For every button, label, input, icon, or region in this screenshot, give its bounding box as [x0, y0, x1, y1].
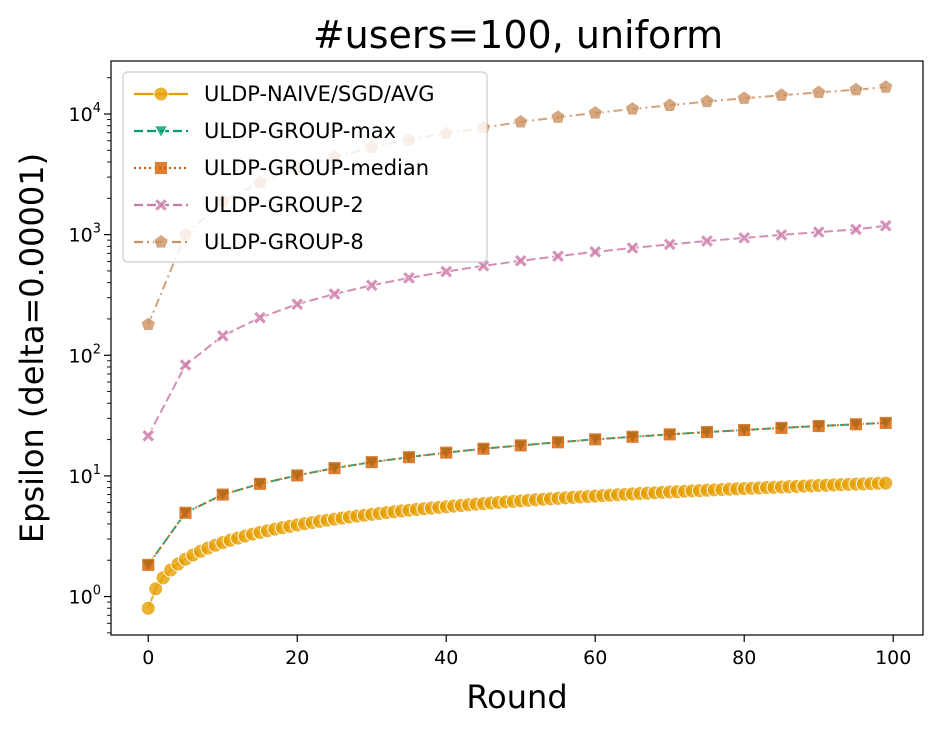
data-point — [878, 415, 893, 430]
legend-box — [122, 71, 488, 263]
data-point — [699, 93, 715, 108]
data-point — [848, 222, 864, 237]
data-point — [736, 90, 752, 105]
data-point — [811, 84, 827, 99]
x-tick-label: 20 — [285, 647, 309, 669]
x-tick-label: 100 — [875, 647, 911, 669]
data-point — [513, 113, 529, 129]
legend-marker — [153, 125, 169, 139]
data-point — [774, 227, 789, 243]
chart-title: #users=100, uniform — [313, 13, 723, 57]
y-tick-label: 102 — [69, 342, 101, 367]
data-point — [402, 450, 416, 465]
data-point — [625, 429, 640, 444]
legend-label: ULDP-GROUP-8 — [204, 230, 364, 254]
y-axis: 100 101 102 103 104 — [69, 77, 111, 634]
series-line — [147, 421, 886, 566]
legend-label: ULDP-GROUP-median — [204, 156, 429, 180]
legend-item: ULDP-GROUP-median — [134, 156, 429, 180]
x-tick-label: 40 — [434, 647, 458, 669]
data-point — [625, 240, 640, 256]
data-point — [848, 81, 864, 97]
legend-label: ULDP-GROUP-2 — [204, 193, 364, 217]
data-point — [587, 104, 603, 120]
data-point — [439, 445, 454, 460]
data-point — [290, 468, 305, 483]
legend-marker — [153, 233, 169, 249]
data-point — [699, 233, 715, 249]
legend-item: ULDP-GROUP-8 — [134, 230, 364, 254]
y-tick-label: 103 — [69, 222, 101, 247]
data-point — [811, 419, 826, 434]
legend-item: ULDP-GROUP-2 — [134, 193, 364, 217]
data-point — [737, 423, 752, 437]
y-tick-label: 104 — [69, 101, 101, 126]
series-layer — [140, 79, 894, 616]
data-point — [774, 420, 789, 435]
y-tick-label: 100 — [69, 584, 101, 609]
legend-item: ULDP-NAIVE/SGD/AVG — [134, 82, 435, 106]
series-1 — [140, 475, 894, 616]
data-point — [290, 297, 305, 312]
data-point — [215, 328, 230, 343]
legend-marker — [153, 197, 169, 213]
data-point — [215, 487, 230, 502]
data-point — [737, 230, 752, 246]
data-point — [624, 100, 641, 116]
legend-item: ULDP-GROUP-max — [134, 119, 396, 143]
data-point — [141, 557, 156, 572]
data-point — [811, 224, 826, 240]
legend-label: ULDP-NAIVE/SGD/AVG — [204, 82, 435, 106]
data-point — [588, 432, 603, 447]
plot-frame — [110, 60, 924, 636]
data-point — [513, 438, 528, 453]
legend: ULDP-NAIVE/SGD/AVG ULDP-GROUP-max ULDP-GRO… — [122, 71, 488, 263]
data-point — [476, 258, 491, 273]
data-point — [588, 244, 603, 259]
x-axis-label: Round — [466, 678, 567, 716]
data-point — [662, 237, 677, 252]
data-point — [773, 87, 790, 102]
legend-label: ULDP-GROUP-max — [204, 119, 396, 143]
x-tick-label: 0 — [142, 647, 154, 669]
y-axis-label: Epsilon (delta=0.00001) — [13, 153, 51, 543]
data-point — [178, 357, 193, 373]
data-point — [252, 310, 268, 325]
data-point — [364, 455, 379, 470]
data-point — [253, 476, 267, 491]
data-point — [662, 427, 677, 442]
data-point — [700, 425, 714, 439]
y-tick-label: 101 — [69, 463, 101, 488]
data-point — [327, 286, 342, 302]
data-point — [550, 109, 566, 124]
data-point — [140, 316, 156, 331]
data-point — [550, 249, 566, 264]
data-point — [141, 428, 156, 443]
data-point — [140, 600, 156, 616]
data-point — [439, 264, 454, 279]
data-point — [878, 218, 893, 233]
data-point — [476, 441, 491, 456]
data-point — [849, 417, 863, 432]
data-point — [878, 475, 894, 491]
data-point — [364, 278, 379, 293]
data-point — [148, 581, 164, 597]
legend-marker — [153, 86, 169, 102]
data-point — [178, 505, 193, 520]
data-point — [662, 97, 678, 112]
x-tick-label: 80 — [732, 647, 756, 669]
data-point — [401, 270, 417, 286]
x-tick-label: 60 — [583, 647, 607, 669]
legend-marker — [154, 161, 168, 175]
series-3 — [141, 415, 893, 572]
data-point — [327, 461, 342, 476]
x-axis: 0 20 40 60 80 100 — [142, 635, 911, 669]
data-point — [878, 79, 894, 94]
data-point — [551, 435, 565, 450]
data-point — [513, 253, 528, 268]
series-4 — [141, 218, 893, 443]
